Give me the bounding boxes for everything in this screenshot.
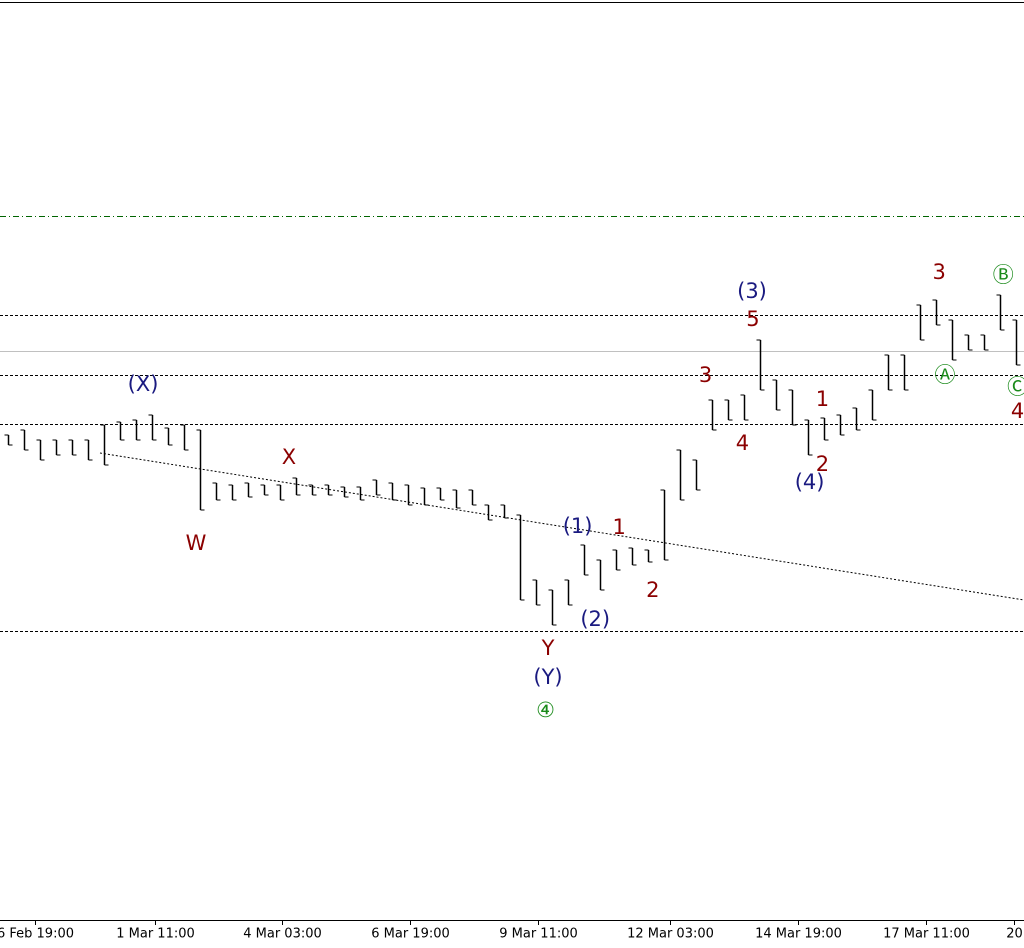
wave-label: 4 bbox=[1011, 399, 1024, 423]
x-tick-label: 9 Mar 11:00 bbox=[499, 927, 578, 942]
wave-label: Ⓐ bbox=[934, 363, 955, 387]
x-tick-label: 17 Mar 11:00 bbox=[883, 927, 970, 942]
wave-label: (3) bbox=[737, 279, 767, 303]
wave-label: (2) bbox=[580, 607, 610, 631]
wave-label: 2 bbox=[646, 578, 659, 602]
x-tick-label: 6 Mar 19:00 bbox=[371, 927, 450, 942]
wave-label: W bbox=[186, 531, 207, 555]
wave-label: 4 bbox=[736, 431, 749, 455]
wave-label: (Y) bbox=[533, 665, 562, 689]
wave-label: 2 bbox=[816, 452, 829, 476]
wave-label: 1 bbox=[816, 387, 829, 411]
wave-label: (4) bbox=[795, 470, 825, 494]
wave-label: 3 bbox=[699, 363, 712, 387]
wave-label: 1 bbox=[613, 515, 626, 539]
wave-label: Y bbox=[541, 636, 555, 660]
x-tick-label: 20 bbox=[1006, 927, 1023, 942]
wave-label: (X) bbox=[128, 372, 159, 396]
wave-label: ④ bbox=[536, 698, 555, 722]
wave-label: (1) bbox=[563, 514, 593, 538]
wave-label: Ⓑ bbox=[993, 263, 1014, 287]
wave-label: X bbox=[282, 445, 296, 469]
x-tick-label: 6 Feb 19:00 bbox=[0, 927, 74, 942]
wave-label: 5 bbox=[746, 307, 759, 331]
x-tick-label: 4 Mar 03:00 bbox=[243, 927, 322, 942]
wave-label: 3 bbox=[933, 260, 946, 284]
x-tick-label: 1 Mar 11:00 bbox=[116, 927, 195, 942]
wave-label: Ⓒ bbox=[1007, 375, 1024, 399]
x-tick-label: 14 Mar 19:00 bbox=[755, 927, 842, 942]
x-tick-label: 12 Mar 03:00 bbox=[627, 927, 714, 942]
